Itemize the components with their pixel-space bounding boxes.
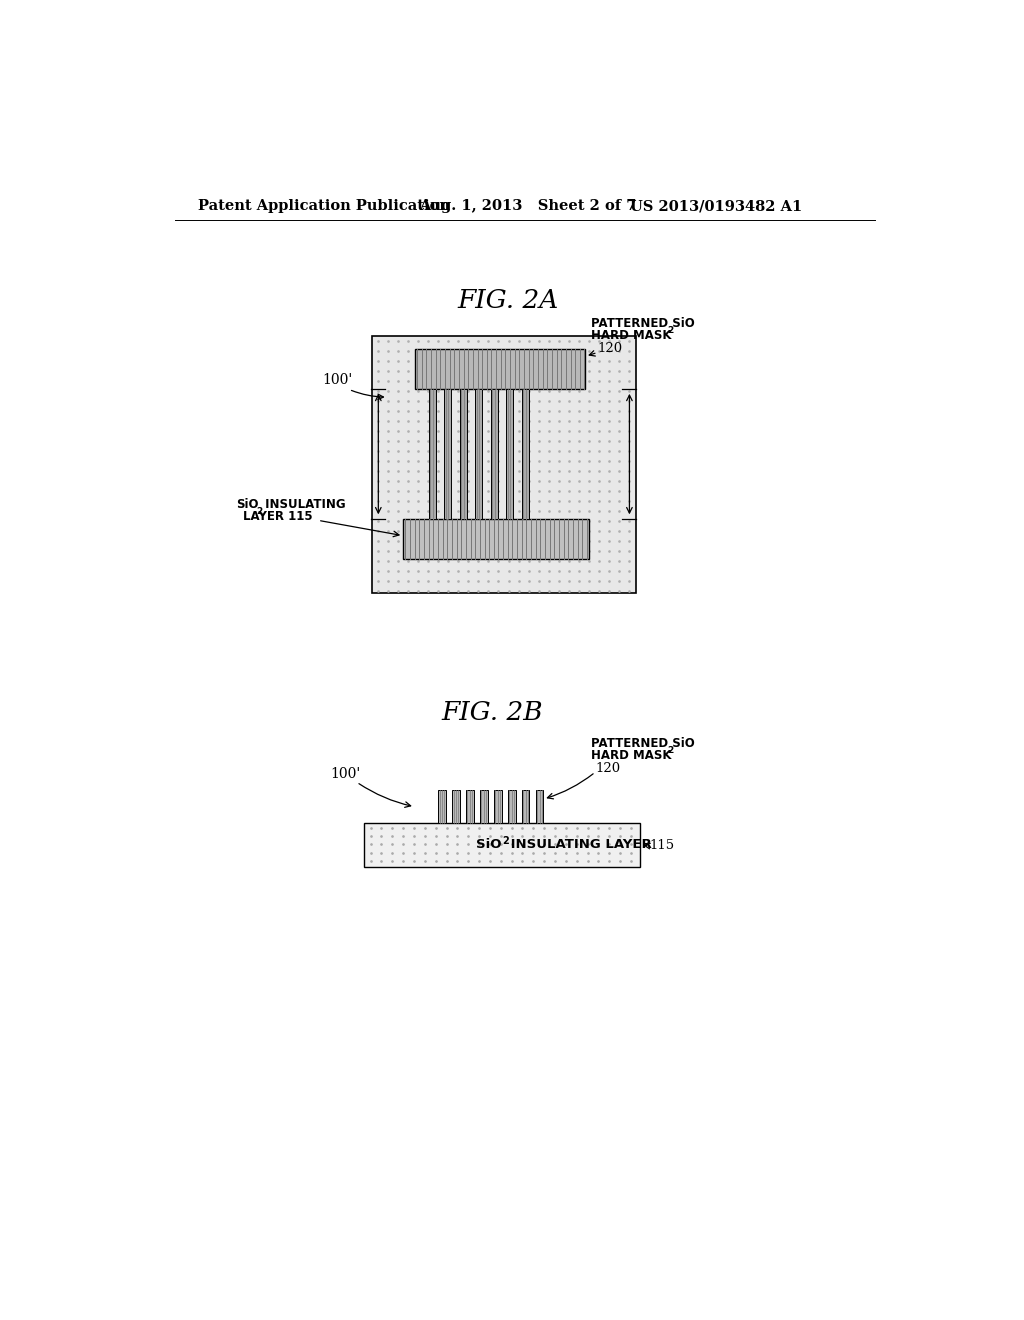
Text: SiO: SiO [476,838,502,851]
Bar [490,389,498,519]
Text: 100': 100' [323,374,352,387]
Text: Aug. 1, 2013   Sheet 2 of 7: Aug. 1, 2013 Sheet 2 of 7 [419,199,636,213]
Text: US 2013/0193482 A1: US 2013/0193482 A1 [630,199,803,213]
Text: HARD MASK: HARD MASK [592,329,672,342]
Bar [494,789,502,822]
Text: 2: 2 [668,746,674,755]
Text: Patent Application Publication: Patent Application Publication [198,199,450,213]
Bar [521,789,529,822]
Text: 2: 2 [257,507,263,516]
Bar [452,789,460,822]
Text: 2: 2 [668,326,674,335]
Text: 2: 2 [503,836,510,846]
Bar [466,789,474,822]
Text: FIG. 2B: FIG. 2B [441,701,543,725]
Text: HARD MASK: HARD MASK [592,748,672,762]
Bar [475,389,482,519]
Bar [403,519,589,558]
Bar [429,389,435,519]
Text: INSULATING LAYER: INSULATING LAYER [506,838,651,851]
Bar [521,389,528,519]
Text: INSULATING: INSULATING [261,499,346,511]
Bar [508,789,515,822]
Text: 100': 100' [330,767,360,781]
Text: PATTERNED SiO: PATTERNED SiO [592,317,695,330]
Text: 120: 120 [595,762,621,775]
Text: LAYER 115: LAYER 115 [243,510,312,523]
Bar [444,389,452,519]
Bar [415,348,586,389]
Bar [365,822,640,867]
Bar [372,335,636,594]
Text: 120: 120 [598,342,623,355]
Text: FIG. 2A: FIG. 2A [457,288,558,313]
Text: 115: 115 [649,838,675,851]
Bar [460,389,467,519]
Bar [480,789,487,822]
Bar [536,789,544,822]
Bar [506,389,513,519]
Bar [438,789,445,822]
Text: PATTERNED SiO: PATTERNED SiO [592,737,695,750]
Text: SiO: SiO [237,499,259,511]
